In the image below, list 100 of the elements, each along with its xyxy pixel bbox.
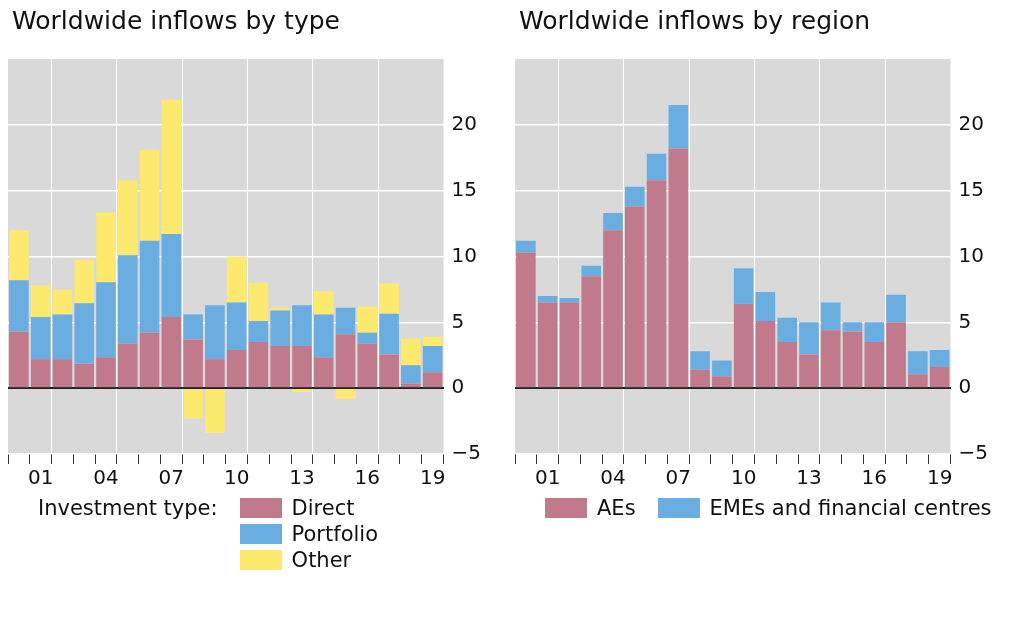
bar bbox=[624, 186, 645, 207]
bar bbox=[820, 330, 841, 388]
x-tick-label: 13 bbox=[289, 465, 315, 490]
bar bbox=[74, 303, 95, 364]
bar bbox=[516, 240, 536, 253]
bar bbox=[9, 280, 29, 332]
bar bbox=[248, 342, 269, 388]
bar bbox=[422, 346, 443, 373]
bar bbox=[886, 294, 906, 323]
bar bbox=[357, 343, 378, 388]
x-tick-label: 13 bbox=[796, 465, 822, 490]
legend-label: Portfolio bbox=[291, 522, 378, 546]
x-tick-label: 01 bbox=[27, 465, 54, 490]
bar bbox=[270, 346, 290, 388]
bar bbox=[30, 359, 51, 388]
legend-label: Direct bbox=[291, 496, 355, 520]
x-tick-label: 10 bbox=[730, 465, 757, 490]
x-tick-label: 04 bbox=[93, 465, 119, 490]
bar bbox=[117, 255, 138, 344]
bar bbox=[9, 331, 29, 388]
bar bbox=[929, 367, 950, 388]
bar bbox=[9, 230, 29, 281]
legend-label: AEs bbox=[597, 496, 636, 520]
bar bbox=[139, 149, 160, 241]
y-tick-label: −5 bbox=[958, 440, 988, 465]
chart-title: Worldwide inflows by region bbox=[519, 6, 872, 35]
bar bbox=[777, 342, 797, 388]
y-tick-label: 20 bbox=[451, 111, 477, 136]
bar bbox=[335, 389, 356, 399]
bar bbox=[183, 314, 203, 340]
bar bbox=[96, 282, 116, 358]
bar bbox=[690, 351, 710, 370]
bar bbox=[668, 105, 689, 149]
bar bbox=[842, 322, 863, 332]
bar bbox=[646, 153, 667, 181]
bar bbox=[292, 389, 312, 393]
bar bbox=[842, 331, 863, 388]
bar bbox=[205, 359, 225, 388]
y-tick-label: 0 bbox=[451, 374, 465, 399]
bar bbox=[401, 365, 421, 384]
y-tick-label: 5 bbox=[451, 308, 465, 333]
bar bbox=[559, 302, 580, 388]
bar bbox=[161, 317, 182, 388]
bar bbox=[248, 321, 269, 343]
bar bbox=[292, 346, 312, 388]
y-tick-label: 5 bbox=[958, 308, 972, 333]
bar bbox=[139, 240, 160, 333]
bar bbox=[690, 369, 710, 388]
x-tick-label: 07 bbox=[665, 465, 692, 490]
bar bbox=[117, 343, 138, 388]
bar bbox=[161, 99, 182, 235]
bar bbox=[270, 310, 290, 347]
legend-label: Other bbox=[291, 548, 352, 572]
bar bbox=[335, 334, 356, 388]
bar bbox=[226, 256, 247, 303]
bar bbox=[712, 360, 732, 377]
y-tick-label: 15 bbox=[451, 176, 477, 201]
bar bbox=[516, 252, 536, 388]
bar bbox=[559, 297, 580, 303]
bar bbox=[603, 213, 623, 231]
bar bbox=[908, 374, 928, 388]
bar bbox=[226, 349, 247, 388]
bar bbox=[755, 321, 776, 388]
bar bbox=[96, 212, 116, 283]
bar bbox=[379, 283, 399, 314]
bar bbox=[205, 305, 225, 360]
bar bbox=[357, 332, 378, 344]
bar bbox=[799, 354, 819, 388]
bar bbox=[755, 292, 776, 322]
bar bbox=[401, 338, 421, 366]
bar bbox=[52, 289, 73, 315]
x-tick-label: 16 bbox=[861, 465, 888, 490]
bar bbox=[908, 351, 928, 375]
bar bbox=[74, 363, 95, 388]
bar bbox=[864, 342, 885, 388]
legend-title: Investment type: bbox=[38, 496, 218, 522]
bar bbox=[864, 322, 885, 343]
bar bbox=[96, 357, 116, 388]
bar bbox=[313, 357, 334, 388]
bar bbox=[205, 389, 225, 433]
bar bbox=[74, 259, 95, 304]
bar bbox=[422, 372, 443, 388]
bar bbox=[624, 206, 645, 388]
bar bbox=[581, 276, 602, 388]
bar bbox=[537, 302, 558, 388]
bar bbox=[117, 180, 138, 256]
bar bbox=[712, 376, 732, 388]
legend-label: EMEs and financial centres bbox=[709, 496, 992, 520]
bar bbox=[30, 285, 51, 318]
x-tick-label: 16 bbox=[354, 465, 381, 490]
bar bbox=[733, 303, 754, 388]
bar bbox=[581, 265, 602, 277]
y-tick-label: −5 bbox=[451, 440, 481, 465]
x-tick-label: 19 bbox=[926, 465, 953, 490]
y-tick-label: 10 bbox=[451, 242, 477, 267]
bar bbox=[886, 322, 906, 388]
bar bbox=[292, 305, 312, 347]
y-tick-label: 20 bbox=[958, 111, 984, 136]
bar bbox=[161, 234, 182, 318]
bar bbox=[313, 314, 334, 358]
